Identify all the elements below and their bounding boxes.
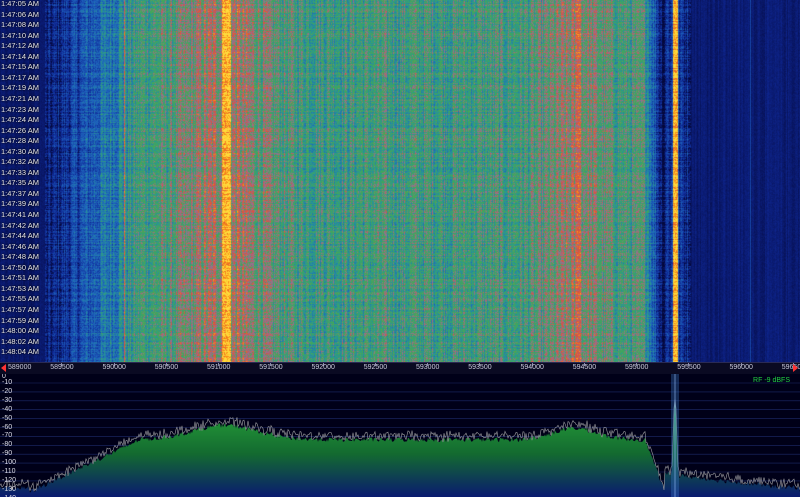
db-label: -60 [2, 423, 13, 431]
time-label: 1:47:57 AM [1, 304, 39, 314]
time-label: 1:47:19 AM [1, 83, 39, 93]
db-label: -20 [2, 387, 13, 395]
frequency-label: 596000 [729, 364, 753, 371]
db-label: -80 [2, 441, 13, 449]
frequency-tick [531, 363, 533, 366]
frequency-label: 593500 [468, 364, 492, 371]
db-label: -10 [2, 379, 13, 386]
frequency-tick [165, 363, 167, 366]
frequency-start-label: 589000 [8, 364, 32, 371]
time-label: 1:47:23 AM [1, 104, 39, 114]
time-label: 1:48:00 AM [1, 326, 39, 336]
frequency-label: 590500 [154, 364, 179, 371]
rf-level-readout: RF -9 dBFS [753, 377, 790, 384]
frequency-label: 596500 [781, 364, 800, 371]
spectrum-trace [0, 399, 800, 492]
frequency-tick [479, 363, 481, 366]
frequency-label: 590000 [102, 364, 126, 371]
time-label: 1:47:50 AM [1, 262, 39, 272]
frequency-tick [740, 363, 742, 366]
time-label: 1:47:41 AM [1, 210, 39, 219]
time-label: 1:47:35 AM [1, 178, 39, 188]
db-label: -100 [2, 459, 17, 467]
time-label: 1:47:55 AM [1, 294, 39, 304]
time-label: 1:47:17 AM [1, 72, 39, 82]
db-label: -110 [2, 468, 16, 475]
db-label: -40 [2, 405, 13, 413]
frequency-tick [322, 363, 324, 366]
time-label: 1:47:39 AM [1, 199, 39, 209]
time-label: 1:47:48 AM [1, 252, 39, 262]
time-label: 1:47:14 AM [1, 51, 39, 61]
frequency-tick [688, 363, 690, 366]
db-label: -50 [2, 414, 13, 422]
db-label: -140 [2, 495, 16, 497]
time-label: 1:47:32 AM [1, 157, 39, 167]
db-label: -130 [2, 485, 17, 493]
frequency-tick [270, 363, 272, 366]
time-label: 1:47:12 AM [1, 41, 39, 51]
time-label: 1:47:08 AM [1, 20, 39, 30]
spectrum-fill [0, 401, 800, 497]
db-label: -30 [2, 396, 13, 404]
time-label: 1:47:26 AM [1, 125, 39, 135]
time-label: 1:47:46 AM [1, 241, 39, 251]
db-label-top: 0 [2, 374, 6, 380]
spectrum-plot [0, 374, 800, 497]
time-label: 1:47:05 AM [1, 0, 39, 8]
waterfall-display[interactable]: 1:47:05 AM 1:47:06 AM 1:47:08 AM 1:47:10 AM… [0, 0, 800, 362]
time-label: 1:47:44 AM [1, 231, 39, 241]
time-label: 1:47:28 AM [1, 136, 39, 146]
frequency-label: 592000 [311, 364, 335, 371]
time-label: 1:48:02 AM [1, 336, 39, 346]
waterfall-canvas [0, 0, 800, 362]
time-label: 1:47:24 AM [1, 115, 39, 125]
time-label: 1:47:42 AM [1, 220, 39, 230]
spectrum-display[interactable]: 0 -10 -20 -30 -40 -50 -60 -70 -80 -90 -100 -110 -12… [0, 374, 800, 497]
time-label: 1:47:33 AM [1, 167, 39, 177]
time-label: 1:47:15 AM [1, 62, 39, 72]
db-label: -90 [2, 450, 13, 458]
time-label: 1:47:10 AM [1, 30, 39, 40]
frequency-tick [374, 363, 376, 366]
time-label: 1:47:06 AM [1, 9, 39, 19]
time-label: 1:47:37 AM [1, 188, 39, 198]
frequency-label: 592500 [363, 364, 388, 371]
right-marker-icon[interactable] [793, 364, 798, 372]
time-label: 1:47:53 AM [1, 283, 39, 293]
time-label: 1:47:21 AM [1, 93, 39, 103]
db-label: -70 [2, 432, 13, 440]
frequency-tick [583, 363, 585, 366]
time-label: 1:47:51 AM [1, 273, 39, 283]
frequency-tick [427, 363, 428, 366]
frequency-label: 589500 [50, 364, 74, 371]
frequency-label: 591500 [259, 364, 283, 371]
frequency-tick [636, 363, 637, 366]
frequency-tick [218, 363, 219, 366]
frequency-label: 594000 [520, 364, 544, 371]
left-marker-icon[interactable] [1, 364, 6, 372]
db-label: -120 [2, 476, 17, 484]
frequency-tick [113, 363, 115, 366]
frequency-label: 595000 [625, 364, 649, 371]
frequency-label: 594500 [572, 364, 597, 371]
frequency-label: 595500 [677, 364, 701, 371]
frequency-label: 593000 [416, 364, 440, 371]
time-label: 1:47:59 AM [1, 315, 39, 325]
frequency-label: 591000 [207, 364, 231, 371]
time-label: 1:48:04 AM [1, 347, 39, 357]
time-label: 1:47:30 AM [1, 146, 39, 156]
frequency-tick [61, 363, 63, 366]
